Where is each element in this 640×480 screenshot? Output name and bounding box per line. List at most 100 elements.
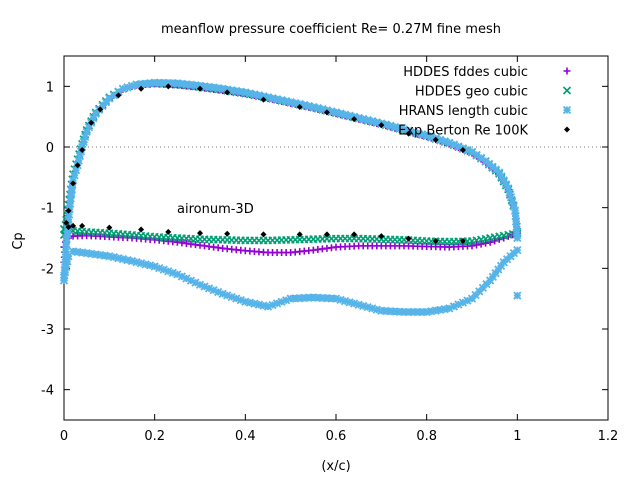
data-point — [64, 252, 73, 261]
data-point — [513, 245, 522, 255]
data-point — [291, 98, 300, 108]
y-axis-label: Cp — [11, 232, 26, 249]
data-point — [63, 257, 72, 266]
data-point — [260, 96, 267, 103]
data-point — [336, 295, 345, 305]
data-point — [132, 258, 141, 267]
data-point — [218, 84, 227, 93]
data-point — [62, 235, 71, 244]
data-point — [454, 300, 463, 309]
data-point — [79, 137, 88, 147]
data-point — [304, 293, 313, 302]
data-point — [191, 81, 200, 90]
data-point — [123, 83, 132, 92]
data-point — [440, 137, 449, 146]
data-point — [477, 240, 485, 248]
data-point — [97, 106, 104, 113]
data-point — [499, 176, 508, 185]
data-point — [449, 302, 459, 311]
data-point — [227, 292, 236, 302]
data-point — [118, 254, 128, 264]
data-point — [482, 279, 491, 289]
data-point — [432, 136, 439, 143]
data-point — [59, 273, 69, 282]
data-point — [272, 299, 282, 308]
data-point — [96, 250, 105, 260]
data-point — [109, 253, 119, 262]
data-point — [62, 239, 71, 249]
data-point — [191, 278, 200, 287]
data-point — [241, 88, 250, 97]
data-point — [478, 283, 488, 292]
data-point — [377, 306, 386, 315]
data-point — [431, 306, 440, 315]
data-point — [250, 90, 259, 99]
data-point — [145, 79, 155, 88]
legend: HDDES fddes cubic HDDES geo cubic HRANS le… — [398, 65, 572, 139]
data-point — [354, 113, 363, 123]
data-point — [79, 147, 86, 154]
data-point — [459, 147, 466, 154]
chart-title: meanflow pressure coefficient Re= 0.27M … — [161, 22, 501, 37]
data-point — [345, 298, 354, 307]
data-point — [472, 150, 481, 160]
data-point — [136, 79, 146, 89]
data-point — [277, 96, 286, 105]
data-point — [368, 117, 377, 126]
data-point — [349, 299, 359, 308]
data-point — [381, 306, 391, 316]
data-point — [204, 82, 214, 92]
data-point — [471, 290, 480, 300]
data-point — [132, 80, 141, 89]
data-point — [67, 189, 76, 199]
data-point — [67, 185, 77, 194]
data-point — [68, 176, 78, 185]
data-point — [417, 130, 427, 139]
data-point — [351, 116, 358, 123]
data-point — [511, 217, 521, 226]
data-point — [445, 304, 454, 313]
data-point — [390, 122, 400, 132]
data-point — [363, 115, 372, 125]
data-point — [300, 100, 309, 110]
data-point — [114, 254, 123, 263]
data-point — [495, 168, 504, 177]
x-tick-label: 0.4 — [235, 429, 256, 444]
data-point — [200, 282, 209, 291]
data-point — [114, 87, 123, 97]
data-point — [399, 125, 409, 134]
data-point — [106, 224, 113, 231]
data-point — [513, 233, 522, 243]
data-point — [89, 114, 98, 123]
data-point — [268, 300, 277, 310]
data-point — [155, 78, 164, 87]
data-point — [327, 107, 336, 116]
data-point — [84, 123, 94, 132]
data-point — [458, 298, 468, 307]
data-point — [475, 287, 484, 296]
data-point — [422, 307, 431, 317]
data-point — [405, 235, 412, 242]
data-point — [473, 241, 481, 249]
series-exp-berton-re-100k — [63, 83, 466, 245]
data-point — [74, 162, 81, 169]
x-tick-label: 1.2 — [598, 429, 619, 444]
data-point — [141, 260, 150, 269]
data-point — [168, 79, 177, 88]
data-point — [395, 307, 404, 316]
data-point — [165, 83, 172, 90]
x-tick-label: 0.2 — [144, 429, 165, 444]
data-point — [60, 267, 70, 277]
data-point — [449, 140, 459, 149]
data-point — [200, 82, 209, 91]
data-point — [381, 120, 391, 129]
data-point — [77, 142, 87, 152]
data-point — [105, 94, 114, 103]
legend-label: HRANS length cubic — [399, 104, 528, 119]
data-point — [66, 194, 75, 203]
data-point — [177, 79, 187, 88]
data-point — [186, 276, 196, 285]
data-point — [506, 193, 516, 202]
data-point — [254, 300, 264, 309]
